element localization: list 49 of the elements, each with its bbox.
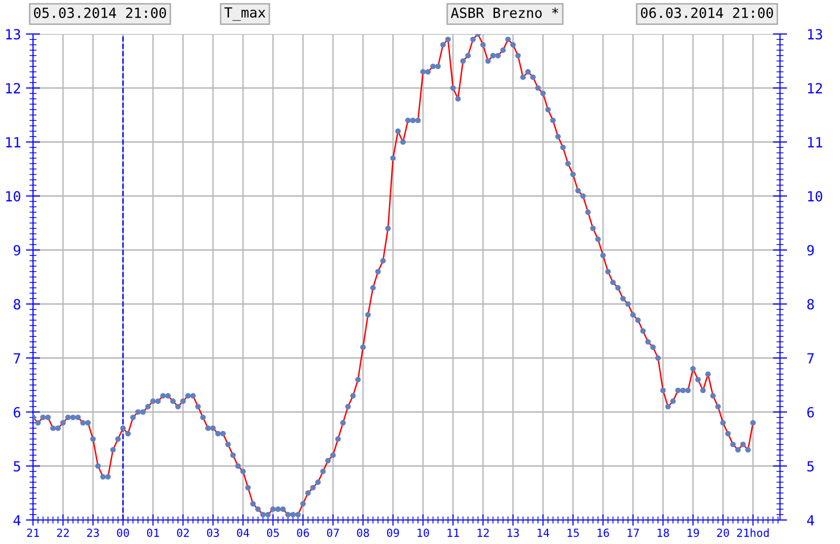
x-tick-label: 19 (688, 528, 699, 537)
x-tick-label: 14 (538, 528, 550, 537)
x-tick-label: 13 (508, 528, 519, 537)
x-tick-label: 02 (177, 528, 189, 537)
x-tick-label: 01 (147, 528, 159, 537)
y2-tick-label: 13 (808, 29, 822, 40)
x-tick-label: 21 (27, 528, 39, 537)
x-tick-label: 16 (598, 528, 609, 537)
y2-tick-label: 7 (807, 353, 814, 364)
y-tick-label: 4 (14, 515, 21, 526)
y-tick-label: 7 (14, 353, 20, 364)
x-tick-label: 04 (237, 528, 250, 537)
x-tick-label: 08 (357, 528, 369, 537)
text: 06.03.2014 21:00 (641, 8, 773, 18)
x-tick-label: 11 (448, 528, 459, 537)
y-tick-label: 13 (6, 29, 20, 40)
x-tick-label: 20 (717, 528, 729, 537)
x-tick-label: 22 (57, 528, 69, 537)
y-tick-label: 12 (6, 83, 20, 94)
y2-tick-label: 5 (807, 461, 814, 472)
x-tick-label: 09 (387, 528, 399, 537)
y2-tick-label: 4 (807, 515, 814, 526)
x-tick-label: 05 (267, 528, 279, 537)
y-tick-label: 8 (14, 299, 20, 310)
x-tick-label: 03 (207, 528, 219, 537)
y-tick-label: 6 (14, 407, 20, 418)
x-tick-label: 06 (297, 528, 309, 537)
text: T_max (224, 7, 266, 21)
y2-tick-label: 6 (807, 407, 814, 418)
x-tick-label: 07 (327, 528, 339, 537)
x-tick-label: 21hod (737, 528, 769, 537)
x-tick-label: 18 (658, 528, 669, 537)
y2-tick-label: 9 (807, 245, 814, 256)
y2-tick-label: 8 (807, 299, 814, 310)
y2-tick-label: 12 (808, 83, 822, 94)
x-tick-label: 23 (87, 528, 99, 537)
x-tick-label: 17 (628, 528, 639, 537)
y-tick-label: 10 (6, 191, 20, 202)
y-tick-label: 5 (14, 461, 20, 472)
y2-tick-label: 11 (808, 137, 822, 148)
y2-tick-label: 10 (808, 191, 822, 202)
x-tick-label: 12 (478, 528, 489, 537)
text: 05.03.2014 21:00 (34, 8, 166, 18)
x-tick-label: 15 (568, 528, 579, 537)
y-tick-label: 11 (6, 137, 20, 148)
x-tick-label: 10 (418, 528, 429, 537)
text: ASBR Brezno * (450, 8, 558, 18)
y-tick-label: 9 (14, 245, 20, 256)
x-tick-label: 00 (117, 528, 129, 537)
